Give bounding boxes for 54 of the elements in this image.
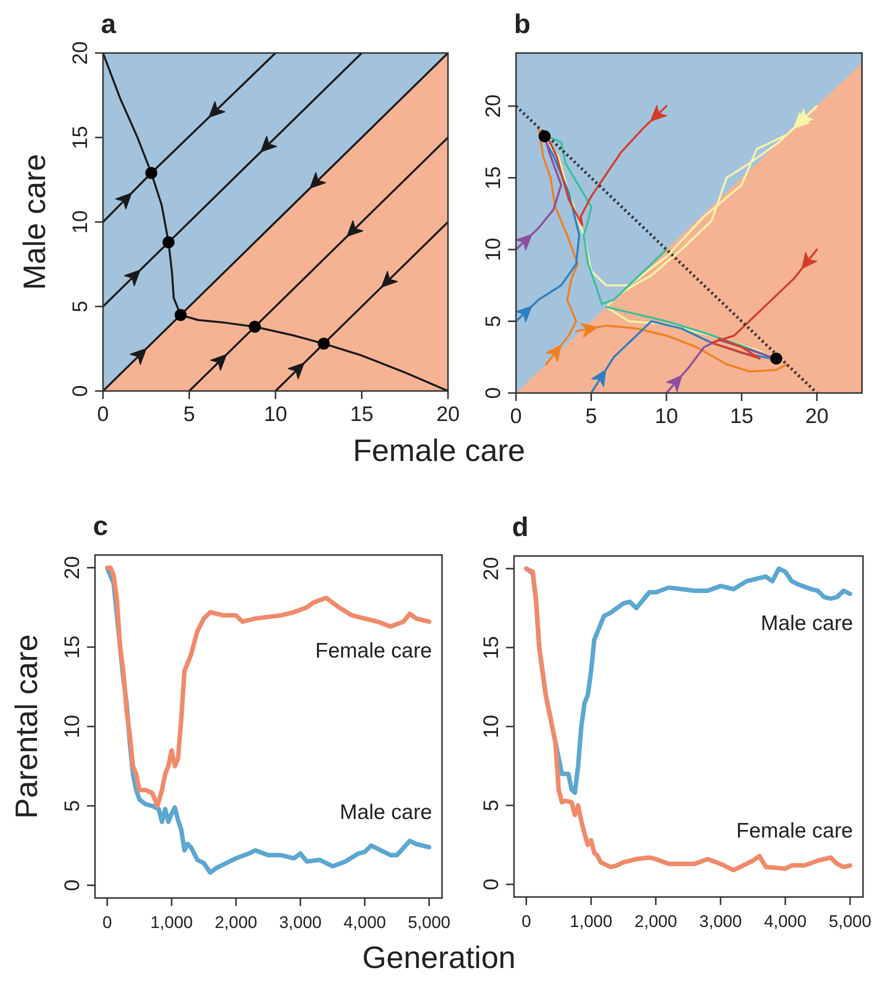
x-tick-label: 3,000 bbox=[279, 913, 322, 932]
y-tick-label: 10 bbox=[480, 714, 503, 738]
chart-title: c bbox=[93, 511, 108, 541]
series-label: Female care bbox=[315, 640, 432, 663]
y-tick-label: 0 bbox=[480, 878, 503, 890]
x-tick-label: 10 bbox=[264, 403, 288, 426]
y-tick-label: 20 bbox=[482, 94, 505, 118]
y-tick-label: 10 bbox=[69, 210, 92, 234]
x-tick-label: 5 bbox=[183, 403, 196, 426]
chart-title: b bbox=[514, 9, 530, 39]
x-tick-label: 4,000 bbox=[343, 913, 386, 932]
x-tick-label: 5 bbox=[585, 405, 598, 428]
chart-title: d bbox=[512, 512, 528, 542]
x-tick-label: 15 bbox=[730, 405, 754, 428]
y-tick-label: 0 bbox=[482, 387, 505, 399]
x-tick-label: 0 bbox=[510, 405, 522, 428]
x-axis-title: Female care bbox=[352, 433, 526, 468]
x-tick-label: 0 bbox=[97, 403, 109, 426]
y-tick-label: 5 bbox=[480, 800, 503, 812]
x-tick-label: 10 bbox=[654, 405, 678, 428]
y-tick-label: 5 bbox=[61, 800, 84, 812]
x-tick-label: 1,000 bbox=[150, 913, 193, 932]
x-tick-label: 15 bbox=[350, 403, 374, 426]
y-tick-label: 15 bbox=[61, 635, 84, 659]
chart-title: a bbox=[101, 9, 117, 39]
x-tick-label: 20 bbox=[805, 405, 829, 428]
y-tick-label: 10 bbox=[482, 238, 505, 262]
y-axis-title: Parental care bbox=[9, 634, 44, 819]
y-tick-label: 15 bbox=[480, 636, 503, 660]
x-tick-label: 4,000 bbox=[764, 912, 807, 931]
y-tick-label: 0 bbox=[61, 879, 84, 892]
x-tick-label: 0 bbox=[102, 913, 112, 932]
y-tick-label: 5 bbox=[69, 300, 92, 312]
x-tick-label: 2,000 bbox=[214, 913, 258, 932]
y-tick-label: 10 bbox=[61, 714, 84, 738]
y-tick-label: 20 bbox=[61, 556, 84, 580]
y-tick-label: 20 bbox=[69, 41, 92, 65]
x-tick-label: 20 bbox=[436, 403, 460, 426]
x-tick-label: 3,000 bbox=[699, 912, 742, 931]
series-label: Female care bbox=[736, 819, 853, 842]
y-tick-label: 15 bbox=[69, 126, 92, 150]
x-axis-title: Generation bbox=[362, 940, 516, 975]
series-label: Male care bbox=[760, 612, 853, 635]
y-tick-label: 0 bbox=[69, 385, 92, 397]
x-tick-label: 5,000 bbox=[408, 913, 450, 932]
x-tick-label: 5,000 bbox=[828, 912, 872, 931]
y-tick-label: 5 bbox=[482, 315, 505, 328]
x-tick-label: 0 bbox=[522, 912, 532, 931]
y-tick-label: 20 bbox=[480, 556, 503, 580]
x-tick-label: 1,000 bbox=[570, 912, 612, 931]
series-label: Male care bbox=[340, 801, 432, 824]
x-tick-label: 2,000 bbox=[634, 912, 678, 931]
y-tick-label: 15 bbox=[482, 166, 505, 190]
y-axis-title: Male care bbox=[17, 154, 52, 290]
